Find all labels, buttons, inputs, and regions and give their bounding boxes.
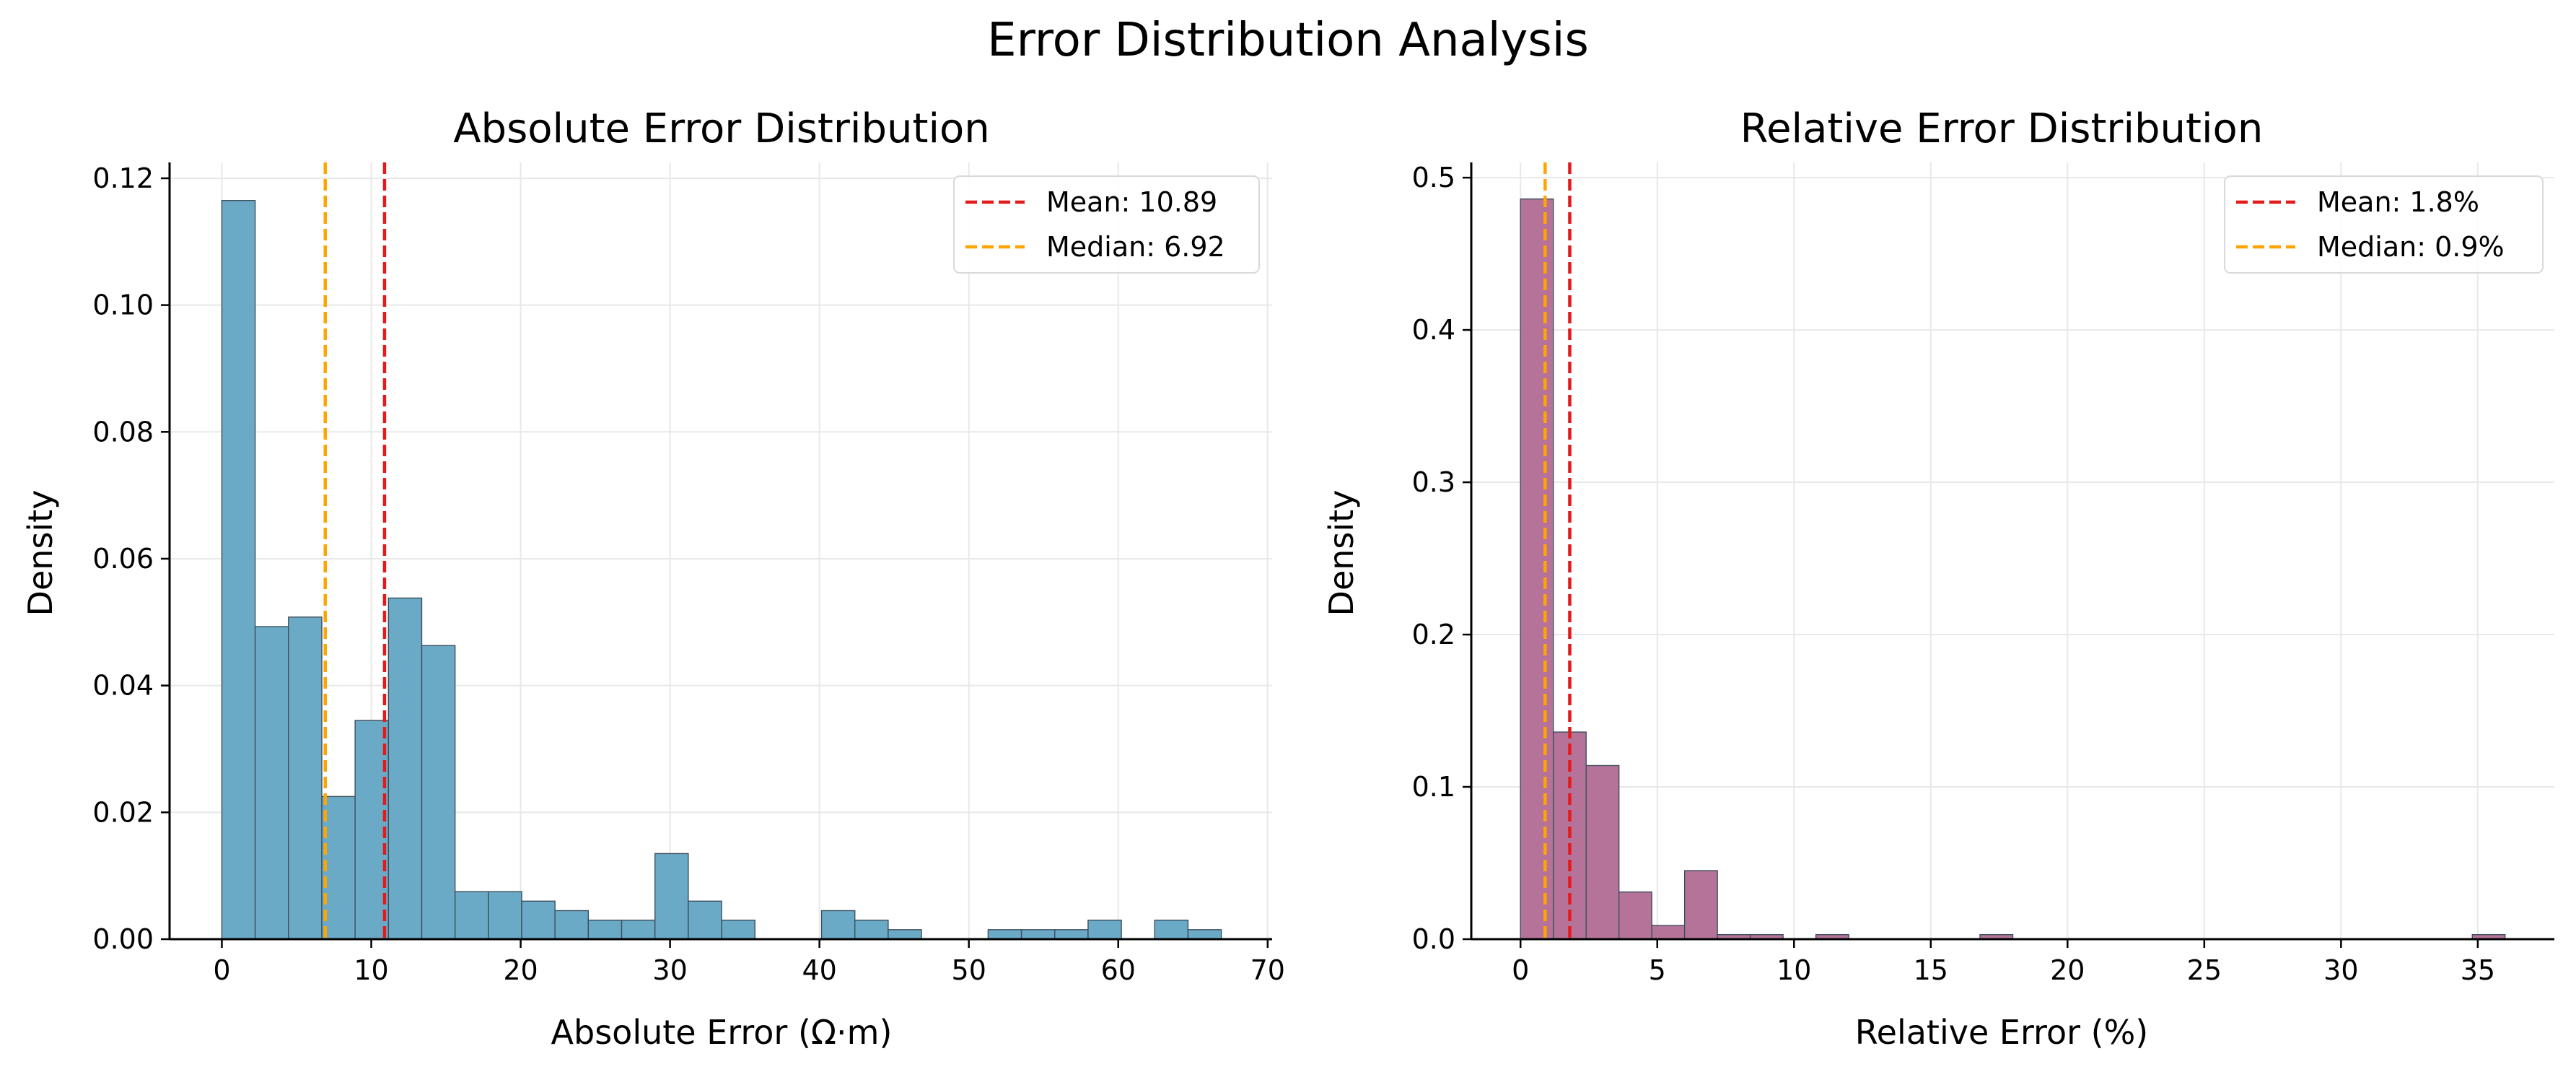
histogram-bar (888, 929, 922, 940)
histogram-bars (1520, 198, 2506, 940)
histogram-bar (288, 616, 323, 940)
x-tick-label: 30 (2323, 954, 2358, 986)
x-tick-label: 35 (2461, 954, 2495, 986)
legend-item: Mean: 10.89 (965, 186, 1217, 218)
histogram-bar (1683, 870, 1718, 940)
x-tick-label: 40 (802, 954, 836, 986)
x-tick-label: 15 (1914, 954, 1948, 986)
histogram-bar (621, 919, 656, 940)
histogram-bar (1520, 198, 1554, 940)
x-tick-label: 10 (354, 954, 388, 986)
legend-label: Median: 0.9% (2317, 231, 2505, 263)
y-tick-label: 0.00 (92, 923, 154, 955)
y-tick-label: 0.0 (1412, 923, 1455, 955)
legend-label: Median: 6.92 (1046, 231, 1225, 263)
histogram-bar (488, 891, 522, 940)
y-tick-label: 0.3 (1412, 466, 1455, 498)
histogram-bar (688, 900, 722, 940)
histogram-bar (1154, 919, 1189, 940)
histogram-bar (1187, 929, 1222, 940)
histogram-bar (854, 919, 889, 940)
y-tick-label: 0.12 (92, 162, 154, 194)
legend-frame (2224, 175, 2544, 274)
x-ticks: 0 10 20 30 40 50 60 70 (213, 939, 1285, 986)
figure-title: Error Distribution Analysis (987, 14, 1589, 67)
y-tick-label: 0.5 (1412, 162, 1455, 193)
legend-label: Mean: 10.89 (1046, 186, 1217, 218)
histogram-bars (221, 200, 1222, 940)
histogram-bar (521, 900, 556, 940)
y-tick-label: 0.06 (92, 543, 154, 575)
y-axis-label: Density (21, 490, 60, 616)
x-tick-label: 70 (1250, 954, 1285, 986)
legend: Mean: 1.8% Median: 0.9% (2224, 175, 2544, 274)
y-axis-label: Density (1322, 490, 1361, 616)
absolute-error-panel: Absolute Error Distribution Absolute Err… (21, 105, 1285, 1052)
chart-title: Absolute Error Distribution (453, 105, 990, 152)
histogram-bar (221, 200, 256, 940)
grid (170, 162, 1272, 940)
legend: Mean: 10.89 Median: 6.92 (953, 175, 1260, 274)
histogram-bar (1585, 764, 1620, 940)
histogram-bar (421, 645, 456, 940)
histogram-bar (1020, 929, 1056, 940)
x-tick-label: 0 (1512, 954, 1529, 986)
y-ticks: 0.0 0.1 0.2 0.3 0.4 0.5 (1412, 162, 1471, 955)
histogram-bar (321, 796, 356, 940)
x-axis-label: Absolute Error (Ω·m) (551, 1013, 893, 1052)
reference-lines (1543, 162, 1572, 939)
legend-label: Mean: 1.8% (2317, 186, 2479, 218)
x-tick-label: 50 (952, 954, 986, 986)
x-tick-label: 10 (1777, 954, 1811, 986)
histogram-bar (820, 910, 856, 940)
y-tick-label: 0.04 (92, 670, 154, 702)
x-tick-label: 60 (1101, 954, 1136, 986)
y-tick-label: 0.1 (1412, 771, 1455, 803)
histogram-bar (387, 597, 423, 940)
histogram-bar (1087, 919, 1122, 940)
y-tick-label: 0.10 (92, 289, 154, 321)
legend-item: Median: 6.92 (965, 231, 1225, 263)
y-tick-label: 0.4 (1412, 314, 1455, 346)
legend-item: Median: 0.9% (2236, 231, 2505, 263)
histogram-bar (254, 626, 289, 940)
x-tick-label: 30 (652, 954, 687, 986)
y-ticks: 0.00 0.02 0.04 0.06 0.08 0.10 0.12 (92, 162, 170, 955)
legend-frame (953, 175, 1260, 274)
histogram-bar (721, 919, 755, 940)
x-tick-label: 20 (503, 954, 538, 986)
y-tick-label: 0.2 (1412, 619, 1455, 650)
y-tick-label: 0.02 (92, 796, 154, 828)
relative-error-panel: Relative Error Distribution Relative Err… (1322, 105, 2554, 1052)
y-tick-label: 0.08 (92, 416, 154, 448)
histogram-bar (987, 929, 1022, 940)
histogram-bar (1651, 925, 1686, 940)
histogram-bar (554, 910, 590, 940)
histogram-bar (1618, 891, 1652, 940)
x-ticks: 0 5 10 15 20 25 30 35 (1512, 939, 2495, 986)
histogram-bar (1054, 929, 1089, 940)
x-axis-label: Relative Error (%) (1855, 1013, 2148, 1052)
legend-item: Mean: 1.8% (2236, 186, 2479, 218)
histogram-bar (654, 853, 689, 940)
reference-lines (323, 162, 387, 939)
x-tick-label: 25 (2187, 954, 2222, 986)
histogram-bar (587, 919, 623, 940)
histogram-bar (454, 891, 489, 940)
x-tick-label: 5 (1649, 954, 1666, 986)
x-tick-label: 0 (213, 954, 230, 986)
chart-title: Relative Error Distribution (1740, 105, 2264, 152)
grid (1471, 162, 2554, 940)
x-tick-label: 20 (2050, 954, 2085, 986)
